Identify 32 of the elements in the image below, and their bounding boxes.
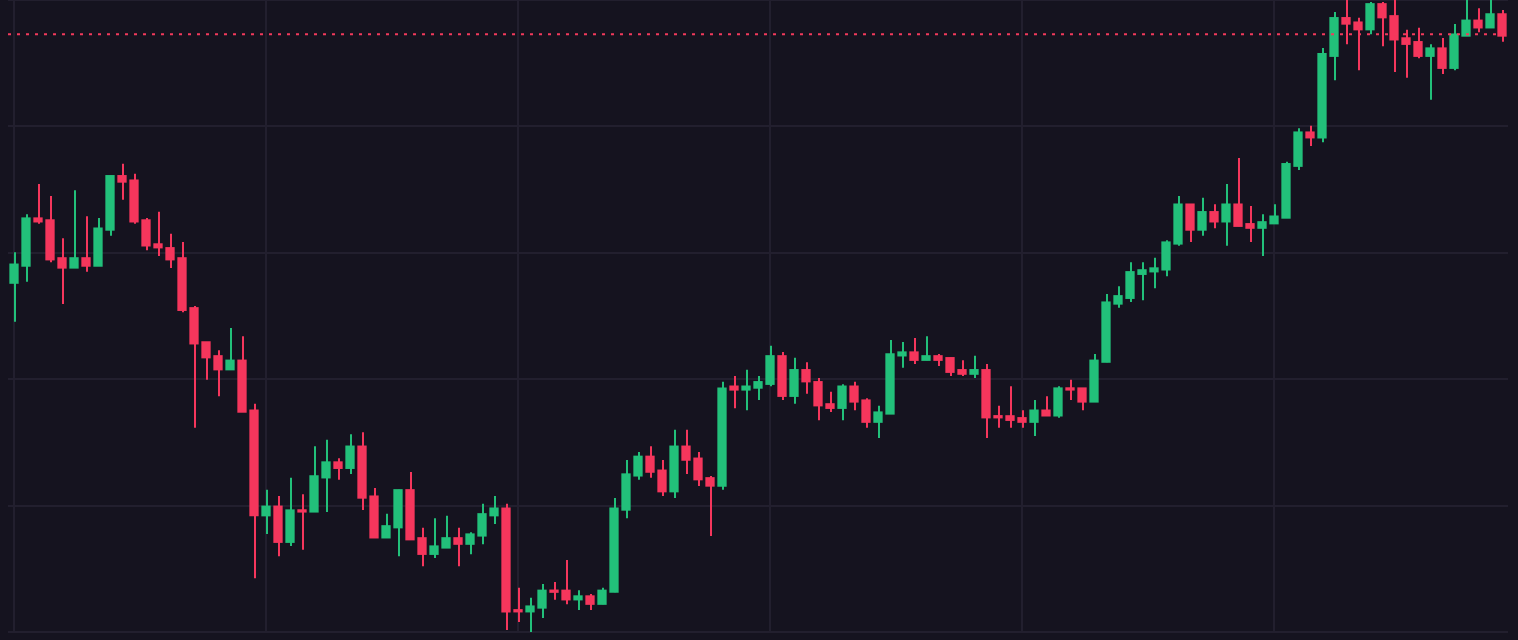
candlestick	[909, 337, 919, 366]
candlestick	[1437, 36, 1447, 75]
candlestick	[333, 457, 343, 481]
candlestick	[969, 354, 979, 379]
candlestick	[1197, 196, 1207, 237]
candlestick	[1305, 124, 1315, 147]
candlestick	[261, 488, 271, 536]
candlestick	[1485, 0, 1495, 29]
candlestick	[1209, 203, 1219, 230]
candlestick	[573, 589, 583, 611]
candlestick	[81, 215, 91, 273]
candlestick	[225, 327, 235, 371]
candlestick	[729, 375, 739, 410]
candlestick	[1365, 0, 1375, 36]
candlestick	[1053, 385, 1063, 419]
candlestick	[777, 351, 787, 402]
candlestick	[1185, 203, 1195, 244]
candlestick	[921, 335, 931, 362]
candlestick	[789, 356, 799, 405]
candlestick	[453, 526, 463, 568]
candlestick	[1473, 7, 1483, 34]
candlestick	[297, 493, 307, 551]
candlestick	[1029, 399, 1039, 438]
candlestick	[285, 476, 295, 548]
candlestick	[69, 189, 79, 269]
candlestick	[1425, 43, 1435, 101]
candlestick	[1221, 182, 1231, 247]
candlestick	[1041, 395, 1051, 417]
candlestick	[273, 495, 283, 558]
candlestick	[837, 383, 847, 422]
candlestick	[345, 433, 355, 475]
candlestick	[669, 428, 679, 500]
